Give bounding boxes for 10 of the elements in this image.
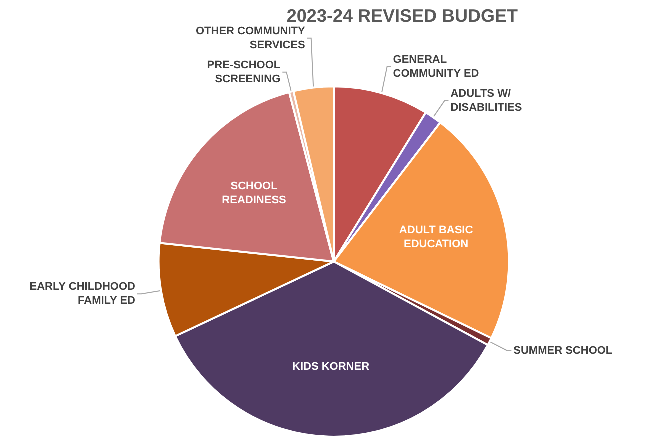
slice-label: ADULTS W/ DISABILITIES — [450, 88, 522, 114]
slice-label: SUMMER SCHOOL — [514, 344, 613, 357]
slice-label: SCHOOL READINESS — [222, 180, 286, 206]
slice-label: EARLY CHILDHOOD FAMILY ED — [30, 281, 136, 308]
chart-title: 2023-24 REVISED BUDGET — [286, 6, 518, 26]
slice-label: KIDS KORNER — [292, 360, 370, 373]
slice-label: ADULT BASIC EDUCATION — [399, 224, 474, 251]
slice-label: PRE-SCHOOL SCREENING — [207, 59, 281, 86]
slice-label: OTHER COMMUNITY SERVICES — [196, 25, 306, 52]
slice-label: GENERAL COMMUNITY ED — [393, 54, 480, 80]
